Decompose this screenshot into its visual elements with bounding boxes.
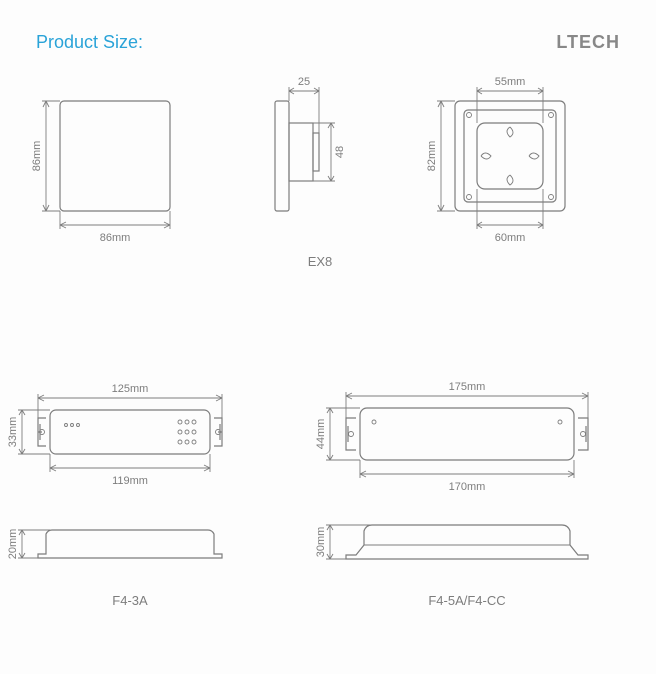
f4-3a-side: 20mm	[7, 529, 222, 560]
ex8-side-w: 25	[298, 76, 310, 88]
f4-diagrams: 125mm 33mm 119mm 20mm F4-3A	[30, 380, 630, 665]
f4-3a-top: 125mm 33mm 119mm	[7, 383, 222, 487]
ex8-front-h: 86mm	[31, 141, 43, 172]
f4-5a-top: 175mm 44mm 170mm	[315, 381, 588, 493]
f43a-side-h: 20mm	[7, 529, 19, 560]
f45a-side-h: 30mm	[315, 527, 327, 558]
f43a-wouter: 125mm	[112, 383, 149, 395]
ex8-label: EX8	[308, 254, 333, 269]
ex8-back-hole-h: 55mm	[495, 76, 526, 88]
f45a-winner: 170mm	[449, 481, 486, 493]
f45a-wouter: 175mm	[449, 381, 486, 393]
ex8-side-h: 48	[334, 146, 346, 158]
ex8-back: 55mm 82mm 60mm	[426, 76, 565, 244]
f45a-h: 44mm	[315, 419, 327, 450]
ex8-front-w: 86mm	[100, 232, 131, 244]
ex8-back-hole-w: 60mm	[495, 232, 526, 244]
f43a-label: F4-3A	[112, 593, 148, 608]
ex8-back-outer: 82mm	[426, 141, 438, 172]
f45a-label: F4-5A/F4-CC	[428, 593, 505, 608]
ex8-front: 86mm 86mm	[31, 101, 170, 244]
page-title: Product Size:	[36, 32, 143, 53]
ex8-diagrams: 86mm 86mm 25 48	[30, 86, 630, 291]
brand-logo: LTECH	[556, 32, 620, 53]
f43a-h: 33mm	[7, 417, 19, 448]
f43a-winner: 119mm	[112, 475, 148, 487]
ex8-side: 25 48	[275, 76, 346, 211]
f4-5a-side: 30mm	[315, 525, 588, 559]
